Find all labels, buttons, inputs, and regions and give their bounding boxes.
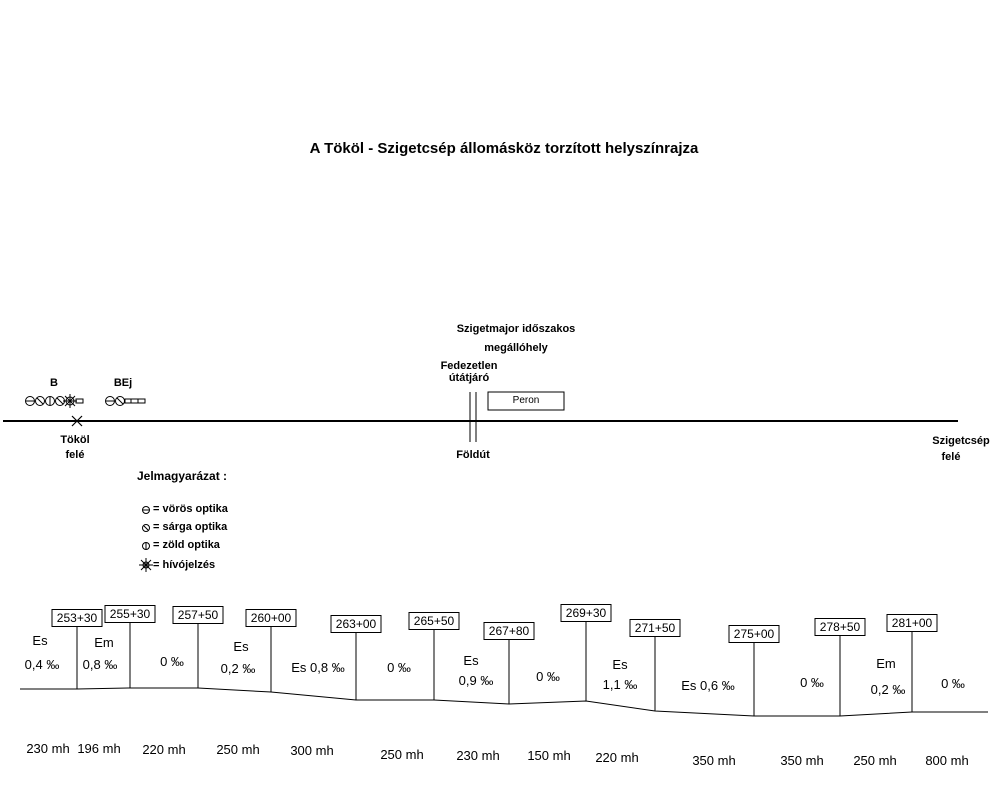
- gradient-value: 1,1 ‰: [602, 677, 638, 692]
- chainage-label: 263+00: [335, 616, 377, 631]
- chainage-box: [245, 609, 297, 627]
- gradient-value: 0,4 ‰: [24, 657, 60, 672]
- legend-green-text: = zöld optika: [153, 539, 220, 551]
- section-length: 300 mh: [290, 743, 334, 758]
- gradient-value: 0 ‰: [160, 654, 184, 669]
- crossing-label-line2: útátjáró: [448, 372, 490, 384]
- chainage-box: [104, 605, 156, 623]
- chainage-label: 267+80: [488, 623, 530, 638]
- legend-red-text: = vörös optika: [153, 503, 228, 515]
- chainage-box: [51, 609, 103, 627]
- tokol-direction-line2: felé: [65, 449, 85, 461]
- chainage-label: 260+00: [250, 610, 292, 625]
- red-optic-icon: [142, 506, 150, 514]
- gradient-value: 0 ‰: [941, 676, 965, 691]
- signal-b-label: B: [50, 377, 58, 389]
- stop-name-line2: megállóhely: [484, 342, 548, 354]
- level-crossing-icon: [469, 392, 477, 442]
- chainage-label: 265+50: [413, 613, 455, 628]
- gradient-direction: Es: [233, 639, 249, 654]
- chainage-box: [629, 619, 681, 637]
- green-optic-icon: [142, 542, 150, 550]
- chainage-label: 269+30: [565, 605, 607, 620]
- section-length: 220 mh: [595, 750, 639, 765]
- section-length: 350 mh: [780, 753, 824, 768]
- gradient-direction: Em: [94, 635, 114, 650]
- legend-yellow-text: = sárga optika: [153, 521, 228, 533]
- crossing-label-line1: Fedezetlen: [440, 360, 498, 372]
- signal-bej-label: BEj: [113, 377, 133, 389]
- gradient-value: 0 ‰: [536, 669, 560, 684]
- szigetcsep-direction-line1: Szigetcsép: [932, 435, 990, 447]
- elevation-profile-line: [20, 687, 988, 717]
- chainage-box: [172, 606, 224, 624]
- section-length: 350 mh: [692, 753, 736, 768]
- section-length: 230 mh: [26, 741, 70, 756]
- chainage-posts: [76, 621, 913, 716]
- section-length: 250 mh: [380, 747, 424, 762]
- chainage-label: 257+50: [177, 607, 219, 622]
- section-length: 230 mh: [456, 748, 500, 763]
- page-title: A Tököl - Szigetcsép állomásköz torzítot…: [309, 140, 699, 157]
- gradient-value: 0 ‰: [800, 675, 824, 690]
- gradient-value: Es 0,6 ‰: [681, 678, 735, 693]
- legend-call-text: = hívójelzés: [153, 559, 216, 571]
- legend-heading: Jelmagyarázat :: [137, 469, 228, 483]
- section-length: 220 mh: [142, 742, 186, 757]
- road-label: Földút: [456, 449, 490, 461]
- chainage-box: [408, 612, 460, 630]
- chainage-label: 255+30: [109, 606, 151, 621]
- gradient-value: 0 ‰: [387, 660, 411, 675]
- section-length: 196 mh: [77, 741, 121, 756]
- chainage-label: 253+30: [56, 610, 98, 625]
- tokol-direction-line1: Tököl: [60, 434, 90, 446]
- chainage-box: [728, 625, 780, 643]
- signal-b-icon: [25, 394, 84, 408]
- chainage-box: [560, 604, 612, 622]
- chainage-boxes: [51, 604, 938, 643]
- gradient-value: 0,2 ‰: [870, 682, 906, 697]
- section-length: 250 mh: [853, 753, 897, 768]
- gradient-value: Es 0,8 ‰: [291, 660, 345, 675]
- chainage-box: [330, 615, 382, 633]
- szigetcsep-direction-line2: felé: [941, 451, 961, 463]
- section-length: 250 mh: [216, 742, 260, 757]
- gradient-value: 0,9 ‰: [458, 673, 494, 688]
- gradient-direction: Es: [32, 633, 48, 648]
- gradient-value: 0,2 ‰: [220, 661, 256, 676]
- chainage-box: [814, 618, 866, 636]
- gradient-direction: Es: [612, 657, 628, 672]
- chainage-box: [483, 622, 535, 640]
- call-signal-icon: [139, 558, 153, 572]
- chainage-label: 275+00: [733, 626, 775, 641]
- chainage-label: 271+50: [634, 620, 676, 635]
- gradient-value: 0,8 ‰: [82, 657, 118, 672]
- gradient-direction: Es: [463, 653, 479, 668]
- platform-label: Peron: [512, 395, 540, 406]
- stop-name-line1: Szigetmajor időszakos: [456, 323, 576, 335]
- section-length: 150 mh: [527, 748, 571, 763]
- signal-bej-icon: [105, 396, 146, 406]
- chainage-box: [886, 614, 938, 632]
- platform-box: [487, 391, 565, 411]
- section-length: 800 mh: [925, 753, 969, 768]
- cross-mark-icon: [71, 415, 83, 427]
- chainage-label: 281+00: [891, 615, 933, 630]
- yellow-optic-icon: [142, 524, 150, 532]
- gradient-direction: Em: [876, 656, 896, 671]
- chainage-label: 278+50: [819, 619, 861, 634]
